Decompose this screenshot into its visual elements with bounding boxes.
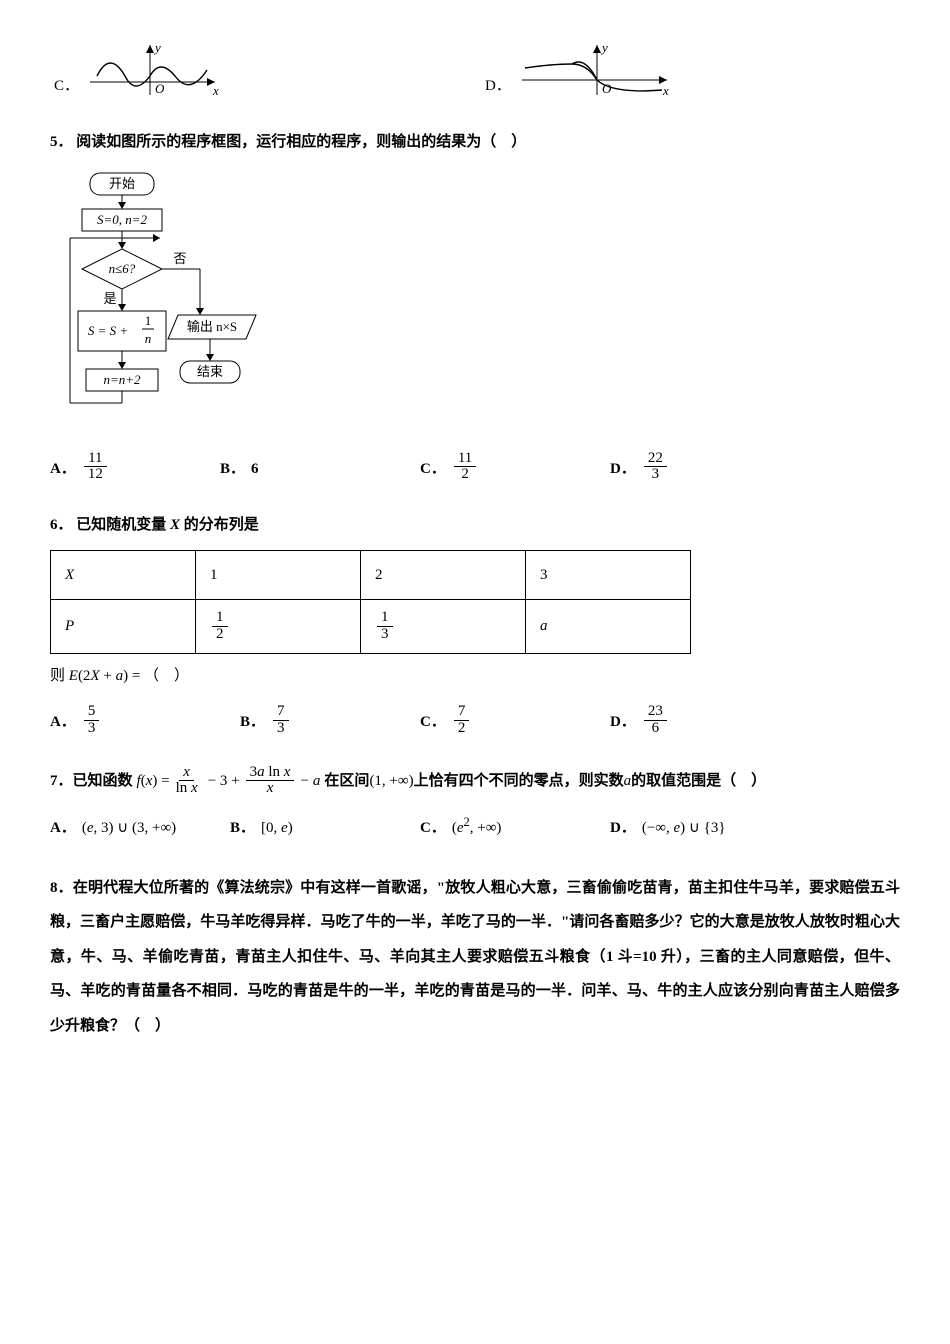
flow-yes: 是 — [103, 291, 116, 306]
table-cell: 2 — [361, 550, 526, 600]
q6-text: 已知随机变量 X 的分布列是 — [76, 517, 259, 533]
option-c-graph[interactable]: C． O x y — [54, 40, 225, 100]
q6-then: 则 E(2X + a) = （ ） — [50, 662, 900, 691]
q5-option-a[interactable]: A． 1112 — [50, 451, 220, 484]
q6-expr: E — [69, 668, 78, 684]
q5-b-val: 6 — [251, 455, 259, 484]
distribution-table: X 1 2 3 P 12 13 a — [50, 550, 691, 654]
q6-option-c[interactable]: C． 72 — [420, 704, 610, 737]
q5-text: 阅读如图所示的程序框图，运行相应的程序，则输出的结果为（ ） — [76, 134, 526, 150]
question-6: 6． 已知随机变量 X 的分布列是 — [50, 511, 900, 540]
q7-interval: (1, +∞) — [369, 767, 413, 796]
flow-no: 否 — [173, 251, 186, 266]
q8-text: 在明代程大位所著的《算法统宗》中有这样一首歌谣，"放牧人粗心大意，三畜偷偷吃苗青… — [50, 880, 900, 1034]
flow-updateS-den: n — [145, 331, 152, 346]
flowchart: 开始 S=0, n=2 n≤6? 是 否 S = S + 1 n 输出 n×S … — [50, 167, 900, 437]
flow-updateS-num: 1 — [145, 313, 152, 328]
q6-option-d[interactable]: D． 236 — [610, 704, 669, 737]
svg-text:O: O — [602, 81, 612, 96]
table-cell: 13 — [361, 600, 526, 654]
q6-c-label: C． — [420, 708, 446, 737]
svg-text:x: x — [212, 83, 219, 98]
option-d-graph[interactable]: D． O x y — [485, 40, 677, 100]
q7-prefix: 已知函数 — [73, 767, 133, 796]
table-header-p: P — [51, 600, 196, 654]
q7-a-label: A． — [50, 814, 76, 843]
q7-d-label: D． — [610, 814, 636, 843]
flow-start: 开始 — [109, 176, 135, 191]
table-row: X 1 2 3 — [51, 550, 691, 600]
q7-term1: xln x — [172, 765, 202, 798]
q7-interval-prefix: 在区间 — [324, 767, 369, 796]
q7-option-a[interactable]: A． (e, 3) ∪ (3, +∞) — [50, 814, 230, 843]
q7-d-val: (−∞, e) ∪ {3} — [642, 814, 726, 843]
q6-option-a[interactable]: A． 53 — [50, 704, 240, 737]
q7-b-val: [0, e) — [261, 814, 293, 843]
graph-d-icon: O x y — [517, 40, 677, 100]
q6-then-prefix: 则 — [50, 668, 65, 684]
q5-number: 5． — [50, 134, 73, 150]
table-cell: 1 — [196, 550, 361, 600]
question-5: 5． 阅读如图所示的程序框图，运行相应的程序，则输出的结果为（ ） — [50, 128, 900, 157]
question-7: 7． 已知函数 f (x) = xln x − 3 + 3a ln xx − a… — [50, 765, 900, 798]
q6-brackets: （ ） — [144, 668, 189, 684]
flow-end: 结束 — [197, 364, 223, 379]
q6-c-frac: 72 — [454, 704, 470, 737]
q7-a-val: (e, 3) ∪ (3, +∞) — [82, 814, 176, 843]
q5-d-label: D． — [610, 455, 636, 484]
q7-number: 7． — [50, 767, 73, 796]
q7-option-c[interactable]: C． (e2, +∞) — [420, 811, 610, 843]
q5-option-c[interactable]: C． 112 — [420, 451, 610, 484]
q7-c-val: (e2, +∞) — [452, 811, 502, 843]
q8-number: 8． — [50, 880, 73, 896]
q6-d-label: D． — [610, 708, 636, 737]
flow-updateS-prefix: S = S + — [88, 323, 128, 338]
svg-text:x: x — [662, 83, 669, 98]
table-cell: 3 — [526, 550, 691, 600]
q5-c-label: C． — [420, 455, 446, 484]
q7-minus2: − — [300, 767, 308, 796]
q7-option-b[interactable]: B． [0, e) — [230, 814, 420, 843]
q5-a-frac: 1112 — [84, 451, 107, 484]
svg-text:y: y — [153, 40, 161, 55]
q7-b-label: B． — [230, 814, 255, 843]
q6-d-frac: 236 — [644, 704, 667, 737]
q6-b-label: B． — [240, 708, 265, 737]
q6-a-frac: 53 — [84, 704, 100, 737]
q6-option-b[interactable]: B． 73 — [240, 704, 420, 737]
q5-option-b[interactable]: B． 6 — [220, 455, 420, 484]
table-header-x: X — [51, 550, 196, 600]
q6-a-label: A． — [50, 708, 76, 737]
graph-c-icon: O x y — [85, 40, 225, 100]
question-8: 8．在明代程大位所著的《算法统宗》中有这样一首歌谣，"放牧人粗心大意，三畜偷偷吃… — [50, 871, 900, 1044]
q7-suffix: 上恰有四个不同的零点，则实数 — [414, 767, 624, 796]
q7-tail: 的取值范围是（ ） — [631, 767, 766, 796]
q5-d-frac: 223 — [644, 451, 667, 484]
q6-b-frac: 73 — [273, 704, 289, 737]
flow-updateN: n=n+2 — [103, 372, 141, 387]
q7-option-d[interactable]: D． (−∞, e) ∪ {3} — [610, 814, 726, 843]
q5-option-d[interactable]: D． 223 — [610, 451, 669, 484]
q7-c-label: C． — [420, 814, 446, 843]
q6-number: 6． — [50, 517, 73, 533]
flow-output: 输出 n×S — [187, 319, 237, 334]
q5-c-frac: 112 — [454, 451, 476, 484]
q7-a-var: a — [624, 767, 632, 796]
svg-text:O: O — [155, 81, 165, 96]
flow-init: S=0, n=2 — [97, 212, 148, 227]
table-row: P 12 13 a — [51, 600, 691, 654]
option-d-label: D． — [485, 72, 511, 101]
table-cell: a — [526, 600, 691, 654]
q7-minus1: − 3 + — [208, 767, 240, 796]
option-c-label: C． — [54, 72, 79, 101]
flow-cond: n≤6? — [109, 261, 136, 276]
q5-a-label: A． — [50, 455, 76, 484]
q5-b-label: B． — [220, 455, 245, 484]
svg-text:y: y — [600, 40, 608, 55]
q7-term2: 3a ln xx — [246, 765, 295, 798]
table-cell: 12 — [196, 600, 361, 654]
